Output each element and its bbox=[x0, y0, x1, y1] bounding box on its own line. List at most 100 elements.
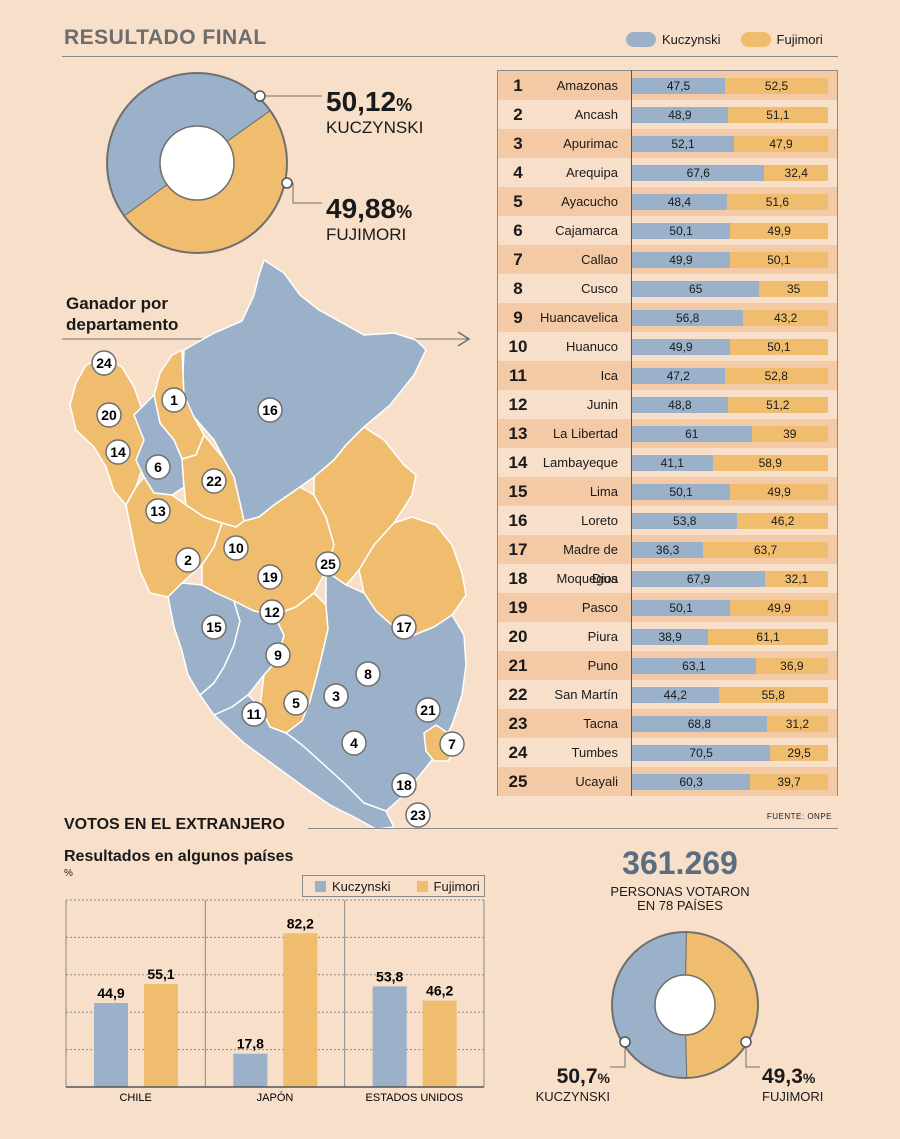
bar-kuczynski: 44,2 bbox=[632, 687, 719, 703]
table-row: 23 Tacna 68,8 31,2 bbox=[498, 709, 837, 738]
row-number: 1 bbox=[513, 76, 523, 95]
table-row: 14 Lambayeque 41,1 58,9 bbox=[498, 448, 837, 477]
svg-text:11: 11 bbox=[247, 706, 262, 722]
row-number: 10 bbox=[508, 337, 528, 356]
bar-kuczynski: 48,8 bbox=[632, 397, 728, 413]
kuczynski-percent: 50,12 bbox=[326, 86, 397, 117]
map-marker-6: 6 bbox=[145, 454, 171, 480]
abroad-legend-label-fujimori: Fujimori bbox=[433, 878, 480, 894]
row-department-name: Ucayali bbox=[575, 774, 618, 789]
svg-text:25: 25 bbox=[320, 556, 336, 572]
row-number: 2 bbox=[513, 105, 523, 124]
table-row: 3 Apurimac 52,1 47,9 bbox=[498, 129, 837, 158]
row-department-name: Junin bbox=[586, 397, 618, 412]
map-title: Ganador por departamento bbox=[66, 293, 178, 335]
department-results-table: 1 Amazonas 47,5 52,5 2 Ancash 48,9 51,1 3 Apurima… bbox=[497, 70, 838, 796]
abroad-summary-kuczynski: 50,7% KUCZYNSKI bbox=[530, 1065, 610, 1104]
row-number: 15 bbox=[508, 482, 528, 501]
bar-kuczynski: 38,9 bbox=[632, 629, 709, 645]
bar-kuczynski bbox=[94, 1003, 128, 1087]
row-department-name: Madre de Dios bbox=[563, 542, 618, 586]
svg-text:9: 9 bbox=[274, 647, 282, 663]
svg-text:5: 5 bbox=[292, 695, 300, 711]
abroad-unit: % bbox=[64, 868, 73, 879]
table-row: 2 Ancash 48,9 51,1 bbox=[498, 100, 837, 129]
map-marker-7: 7 bbox=[439, 731, 465, 757]
map-marker-1: 1 bbox=[161, 387, 187, 413]
abroad-legend-swatch-fujimori bbox=[416, 880, 428, 892]
row-department-name: Pasco bbox=[581, 600, 618, 615]
map-marker-24: 24 bbox=[91, 350, 117, 376]
table-row: 5 Ayacucho 48,4 51,6 bbox=[498, 187, 837, 216]
bar-fujimori: 29,5 bbox=[770, 745, 828, 761]
bar-kuczynski: 61 bbox=[632, 426, 752, 442]
bar-label-fujimori: 46,2 bbox=[426, 983, 453, 999]
bar-fujimori: 49,9 bbox=[730, 600, 828, 616]
bar-kuczynski: 47,2 bbox=[632, 368, 725, 384]
map-marker-22: 22 bbox=[201, 468, 227, 494]
abroad-donut-hole bbox=[654, 974, 716, 1036]
row-department-name: Tumbes bbox=[571, 745, 618, 760]
map-marker-12: 12 bbox=[259, 599, 285, 625]
map-marker-3: 3 bbox=[323, 683, 349, 709]
bar-fujimori: 50,1 bbox=[729, 252, 828, 268]
country-bar-chart: 44,9 55,1 CHILE 17,8 82,2 JAPÓN 53,8 46,2 ESTADO… bbox=[65, 899, 485, 1104]
table-row: 15 Lima 50,1 49,9 bbox=[498, 477, 837, 506]
summary-fujimori: 49,88% FUJIMORI bbox=[326, 193, 412, 245]
bar-fujimori: 51,2 bbox=[727, 397, 828, 413]
table-row: 13 La Libertad 61 39 bbox=[498, 419, 837, 448]
svg-text:4: 4 bbox=[350, 735, 358, 751]
table-row: 1 Amazonas 47,5 52,5 bbox=[498, 71, 837, 100]
svg-text:19: 19 bbox=[262, 569, 278, 585]
table-row: 9 Huancavelica 56,8 43,2 bbox=[498, 303, 837, 332]
category-label: JAPÓN bbox=[257, 1091, 294, 1104]
table-row: 17 Madre de Dios 36,3 63,7 bbox=[498, 535, 837, 586]
bar-fujimori: 31,2 bbox=[766, 716, 828, 732]
table-row: 18 Moquegua 67,9 32,1 bbox=[498, 564, 837, 593]
bar-label-fujimori: 82,2 bbox=[287, 915, 314, 931]
bar-kuczynski: 65 bbox=[632, 281, 760, 297]
row-number: 19 bbox=[508, 598, 528, 617]
svg-text:6: 6 bbox=[154, 459, 162, 475]
legend-swatch-kuczynski bbox=[626, 32, 656, 47]
fujimori-name: FUJIMORI bbox=[326, 225, 407, 244]
row-department-name: Cusco bbox=[581, 281, 618, 296]
bar-label-kuczynski: 17,8 bbox=[237, 1036, 264, 1052]
bar-fujimori bbox=[144, 983, 178, 1087]
map-marker-19: 19 bbox=[257, 564, 283, 590]
abroad-kuczynski-name: KUCZYNSKI bbox=[535, 1089, 610, 1104]
abroad-section-title: VOTOS EN EL EXTRANJERO bbox=[64, 816, 285, 833]
main-donut-chart bbox=[106, 72, 288, 254]
page-title: RESULTADO FINAL bbox=[64, 26, 267, 49]
table-row: 20 Piura 38,9 61,1 bbox=[498, 622, 837, 651]
legend-swatch-fujimori bbox=[740, 32, 771, 47]
row-number: 6 bbox=[513, 221, 523, 240]
table-row: 25 Ucayali 60,3 39,7 bbox=[498, 767, 837, 796]
map-marker-20: 20 bbox=[96, 402, 122, 428]
map-marker-8: 8 bbox=[355, 661, 381, 687]
bar-fujimori: 49,9 bbox=[730, 484, 828, 500]
bar-kuczynski: 63,1 bbox=[632, 658, 756, 674]
bar-fujimori: 50,1 bbox=[729, 339, 828, 355]
bar-fujimori: 47,9 bbox=[734, 136, 828, 152]
table-row: 4 Arequipa 67,6 32,4 bbox=[498, 158, 837, 187]
percent-symbol: % bbox=[396, 95, 413, 115]
row-department-name: Arequipa bbox=[565, 165, 618, 180]
bar-fujimori: 63,7 bbox=[703, 542, 828, 558]
peru-map: 24 20 14 1 6 16 22 13 2 10 19 25 12 17 1… bbox=[69, 259, 467, 830]
bar-kuczynski: 67,6 bbox=[632, 165, 765, 181]
bar-fujimori: 32,4 bbox=[764, 165, 828, 181]
row-department-name: Apurimac bbox=[563, 136, 618, 151]
map-marker-2: 2 bbox=[175, 547, 201, 573]
map-marker-15: 15 bbox=[201, 614, 227, 640]
table-row: 24 Tumbes 70,5 29,5 bbox=[498, 738, 837, 767]
legend-label-kuczynski: Kuczynski bbox=[662, 32, 721, 47]
abroad-fujimori-percent: 49,3 bbox=[762, 1065, 803, 1088]
row-number: 14 bbox=[508, 453, 528, 472]
svg-text:24: 24 bbox=[96, 355, 112, 371]
row-department-name: Ica bbox=[600, 368, 618, 383]
row-department-name: Callao bbox=[581, 252, 618, 267]
svg-text:17: 17 bbox=[396, 619, 412, 635]
row-number: 25 bbox=[508, 772, 528, 791]
svg-text:3: 3 bbox=[332, 688, 340, 704]
